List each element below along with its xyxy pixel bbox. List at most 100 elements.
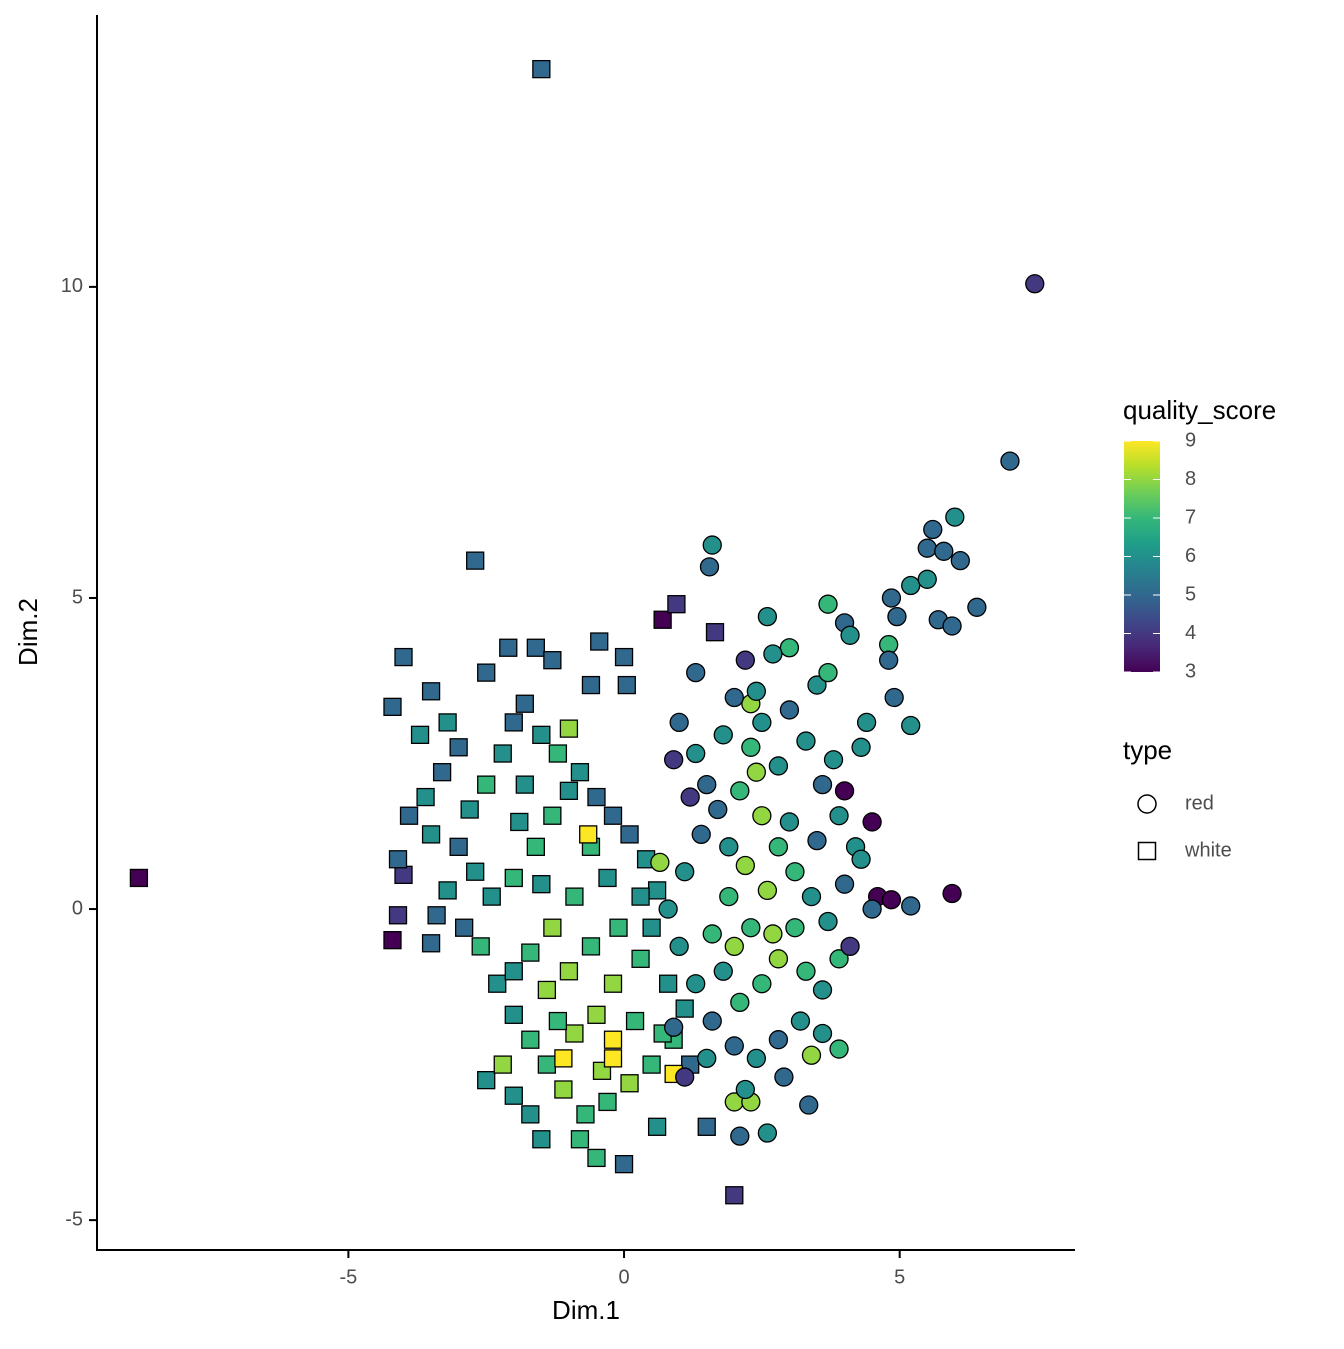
point — [521, 943, 540, 962]
point — [741, 918, 761, 938]
point — [438, 881, 457, 900]
point — [667, 595, 686, 614]
point — [881, 588, 902, 608]
point — [647, 881, 667, 900]
point — [504, 1005, 523, 1024]
point — [790, 1011, 811, 1031]
point — [774, 1067, 794, 1087]
series-circle — [650, 274, 1045, 1146]
point — [581, 675, 601, 695]
x-axis-title: Dim.1 — [552, 1295, 620, 1325]
point — [768, 949, 789, 969]
point — [587, 787, 606, 807]
point — [799, 1095, 819, 1115]
point — [901, 896, 921, 916]
point — [812, 980, 833, 1000]
point — [658, 899, 678, 919]
point — [812, 774, 833, 795]
point — [730, 1126, 750, 1146]
point — [768, 1030, 789, 1050]
point — [625, 1011, 645, 1031]
point — [768, 837, 789, 857]
legend-symbol — [1137, 841, 1157, 861]
colorbar-label: 7 — [1185, 506, 1196, 528]
point — [945, 507, 965, 527]
point — [818, 911, 838, 932]
point — [388, 906, 408, 925]
point — [614, 647, 634, 667]
point — [614, 1154, 634, 1174]
point — [543, 651, 562, 670]
point — [504, 713, 523, 732]
point — [532, 725, 551, 744]
point — [829, 949, 849, 969]
point — [581, 937, 601, 956]
point — [603, 806, 623, 825]
point — [617, 675, 636, 695]
point — [807, 675, 827, 695]
point — [383, 931, 402, 950]
point — [620, 825, 639, 844]
point — [763, 644, 783, 664]
colorbar-label: 6 — [1185, 545, 1196, 567]
point — [499, 638, 518, 657]
point — [653, 610, 672, 629]
point — [570, 763, 590, 782]
point — [840, 625, 860, 645]
point — [548, 744, 568, 763]
point — [713, 961, 733, 981]
point — [757, 880, 778, 901]
point — [702, 1011, 722, 1031]
point — [834, 874, 855, 894]
point — [388, 850, 408, 869]
point — [421, 825, 441, 844]
x-tick-label: -5 — [339, 1266, 357, 1288]
point — [565, 887, 584, 906]
point — [801, 886, 822, 907]
point — [521, 1030, 540, 1049]
point — [570, 1130, 590, 1149]
point — [482, 887, 501, 906]
colorbar-label: 5 — [1185, 583, 1196, 605]
point — [532, 875, 551, 894]
point — [515, 694, 534, 713]
point — [702, 535, 722, 555]
point — [537, 1055, 557, 1074]
legend-symbol — [1137, 794, 1157, 814]
y-tick-label: 0 — [72, 897, 83, 919]
point — [669, 936, 689, 957]
point — [658, 974, 678, 993]
point — [823, 750, 844, 770]
point — [559, 962, 579, 981]
colorbar-label: 3 — [1185, 660, 1196, 682]
point — [576, 1105, 595, 1124]
point — [691, 824, 711, 845]
point — [686, 743, 706, 764]
point — [829, 1039, 849, 1059]
point — [901, 575, 921, 596]
point — [917, 538, 937, 558]
point — [565, 1024, 584, 1043]
point — [477, 663, 496, 682]
shape-legend-title: type — [1123, 735, 1172, 765]
point — [757, 606, 778, 627]
point — [923, 519, 943, 540]
point — [587, 1148, 606, 1168]
point — [818, 594, 838, 614]
colorbar-label: 4 — [1185, 622, 1196, 644]
point — [526, 837, 545, 856]
point — [735, 855, 755, 876]
point — [779, 812, 800, 832]
y-axis-title: Dim.2 — [13, 598, 43, 666]
legend-label: white — [1184, 839, 1232, 861]
point — [642, 918, 661, 937]
point — [741, 737, 761, 757]
point — [466, 551, 485, 570]
point — [967, 597, 987, 617]
point — [1000, 451, 1020, 471]
y-tick-label: -5 — [65, 1208, 83, 1230]
point — [493, 1055, 512, 1074]
colorbar-label: 8 — [1185, 468, 1196, 490]
series-square — [129, 59, 744, 1205]
